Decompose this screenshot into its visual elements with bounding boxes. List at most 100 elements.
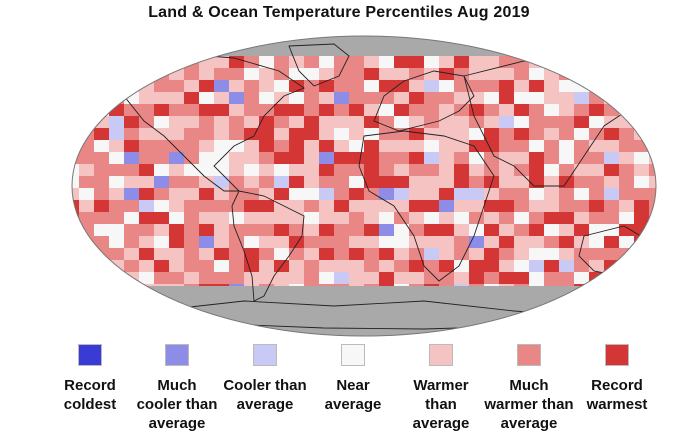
grid-cell (72, 284, 79, 296)
grid-cell (124, 104, 139, 116)
grid-cell (304, 200, 319, 212)
legend-label: Warmer than average (412, 377, 470, 432)
grid-cell (529, 116, 544, 128)
grid-cell (559, 80, 574, 92)
grid-cell (289, 224, 304, 236)
grid-cell (529, 248, 544, 260)
grid-cell (619, 80, 634, 92)
grid-cell (319, 164, 334, 176)
grid-cell (124, 140, 139, 152)
temperature-percentile-map (64, 26, 664, 344)
grid-cell (499, 140, 514, 152)
grid-cell (424, 56, 439, 68)
grid-cell (529, 272, 544, 284)
grid-cell (169, 212, 184, 224)
grid-cell (244, 200, 259, 212)
grid-cell (604, 272, 619, 284)
grid-cell (484, 260, 499, 272)
grid-cell (604, 68, 619, 80)
grid-cell (514, 224, 529, 236)
grid-cell (139, 56, 154, 68)
grid-cell (304, 56, 319, 68)
grid-cell (529, 188, 544, 200)
grid-cell (184, 152, 199, 164)
grid-cell (199, 272, 214, 284)
grid-cell (559, 128, 574, 140)
grid-cell (379, 248, 394, 260)
grid-cell (499, 80, 514, 92)
grid-cell (619, 212, 634, 224)
grid-cell (424, 164, 439, 176)
grid-cell (544, 260, 559, 272)
grid-cell (619, 164, 634, 176)
grid-cell (139, 188, 154, 200)
grid-cell (469, 140, 484, 152)
grid-cell (484, 200, 499, 212)
grid-cell (244, 260, 259, 272)
grid-cell (184, 140, 199, 152)
grid-cell (469, 104, 484, 116)
grid-cell (124, 188, 139, 200)
grid-cell (289, 176, 304, 188)
grid-cell (379, 152, 394, 164)
grid-cell (634, 140, 649, 152)
grid-cell (574, 188, 589, 200)
grid-cell (514, 200, 529, 212)
grid-cell (409, 248, 424, 260)
grid-cell (544, 164, 559, 176)
grid-cell (619, 284, 634, 296)
grid-cell (199, 224, 214, 236)
grid-cell (559, 200, 574, 212)
grid-cell (589, 224, 604, 236)
grid-cell (72, 104, 79, 116)
legend-item: Warmer than average (396, 344, 486, 433)
grid-cell (649, 56, 656, 68)
grid-cell (184, 224, 199, 236)
grid-cell (394, 56, 409, 68)
grid-cell (244, 188, 259, 200)
grid-cell (79, 140, 94, 152)
grid-cell (94, 68, 109, 80)
grid-cell (574, 140, 589, 152)
grid-cell (334, 176, 349, 188)
grid-cell (364, 176, 379, 188)
grid-cell (259, 224, 274, 236)
grid-cell (499, 92, 514, 104)
grid-cell (334, 104, 349, 116)
grid-cell (244, 128, 259, 140)
grid-cell (514, 212, 529, 224)
grid-cell (94, 260, 109, 272)
grid-cell (604, 164, 619, 176)
grid-cell (574, 104, 589, 116)
grid-cell (529, 68, 544, 80)
grid-cell (259, 128, 274, 140)
grid-cell (274, 176, 289, 188)
grid-cell (244, 236, 259, 248)
grid-cell (334, 188, 349, 200)
grid-cell (259, 200, 274, 212)
grid-cell (379, 188, 394, 200)
grid-cell (589, 68, 604, 80)
grid-cell (139, 140, 154, 152)
grid-cell (619, 236, 634, 248)
grid-cell (469, 272, 484, 284)
grid-cell (574, 248, 589, 260)
grid-cell (334, 92, 349, 104)
grid-cell (589, 116, 604, 128)
grid-cell (364, 224, 379, 236)
grid-cell (649, 92, 656, 104)
grid-cell (529, 140, 544, 152)
grid-cell (574, 68, 589, 80)
grid-cell (79, 80, 94, 92)
grid-cell (574, 152, 589, 164)
grid-cell (604, 200, 619, 212)
grid-cell (169, 224, 184, 236)
grid-cell (454, 176, 469, 188)
grid-cell (259, 104, 274, 116)
grid-cell (649, 236, 656, 248)
grid-cell (274, 104, 289, 116)
legend-label: Much cooler than average (136, 377, 218, 432)
grid-cell (484, 104, 499, 116)
legend-swatch (165, 344, 189, 366)
grid-cell (229, 272, 244, 284)
